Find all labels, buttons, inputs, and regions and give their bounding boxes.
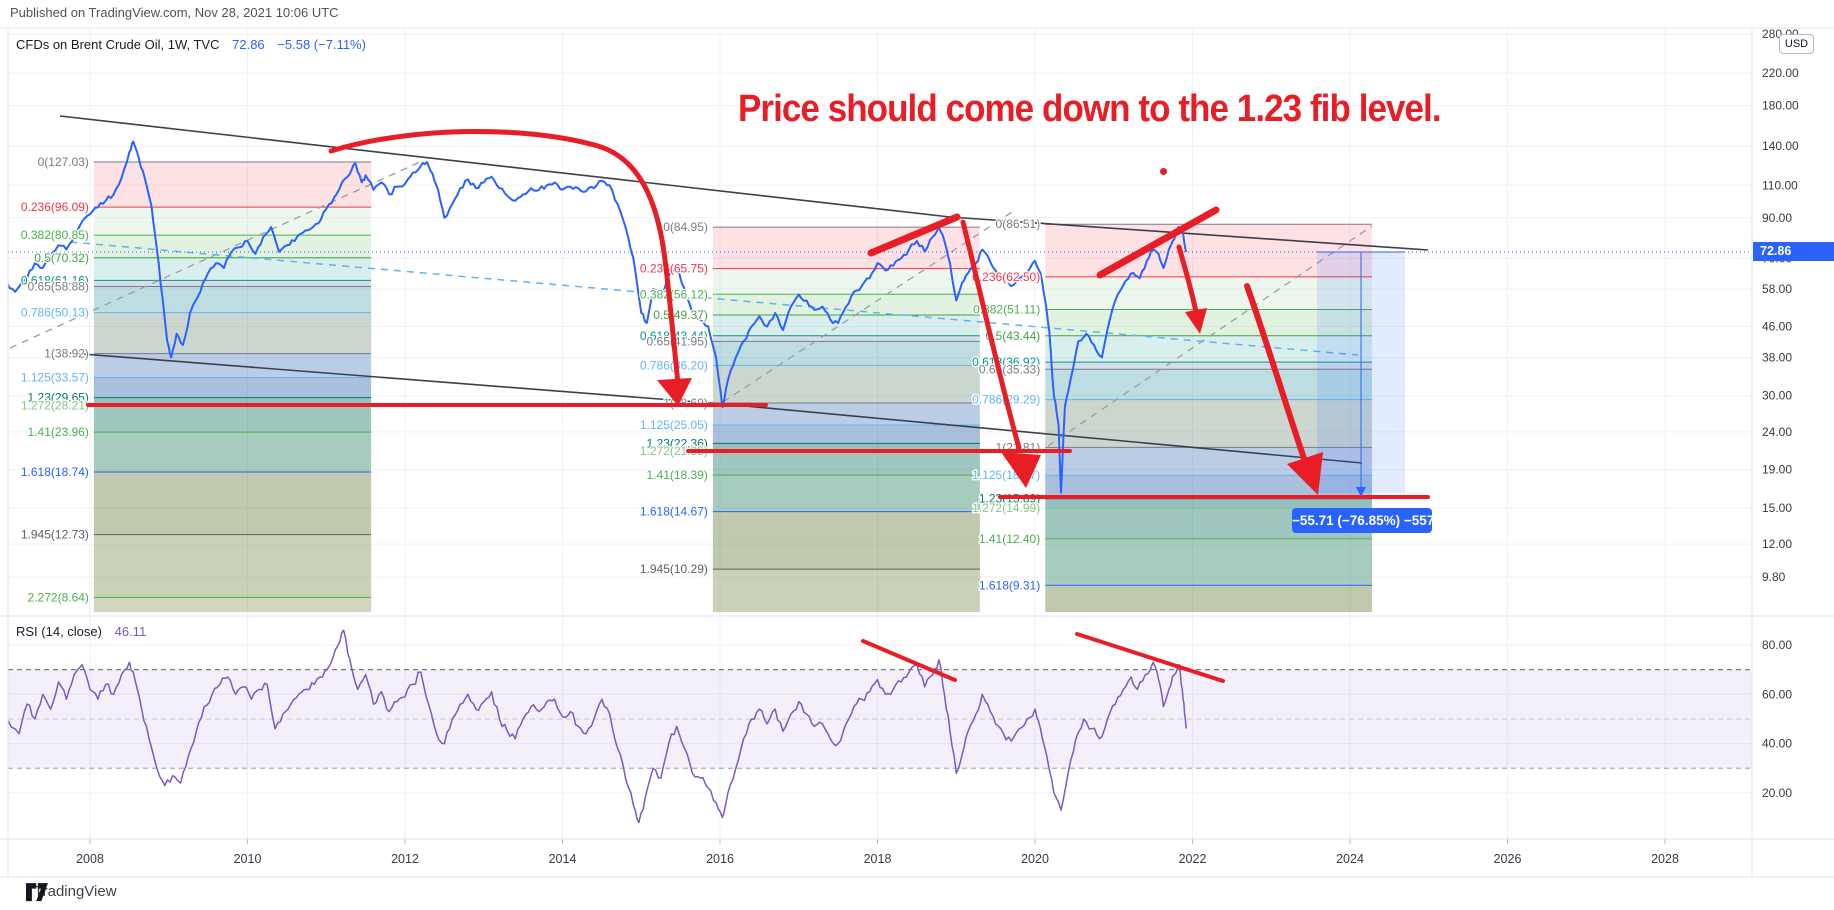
rsi-axis-tick: 40.00: [1762, 737, 1792, 751]
fib-level-label: 1.23(22.36): [647, 436, 708, 450]
footer[interactable]: TradingView: [26, 883, 117, 902]
fib-level-label: 0.786(50.13): [21, 306, 89, 320]
rsi-axis-tick: 80.00: [1762, 638, 1792, 652]
price-axis[interactable]: 280.00220.00180.00140.00110.0090.0070.00…: [1762, 27, 1799, 800]
fib-level-label: 1(28.69): [663, 396, 708, 410]
fib-level-label: 1.945(10.29): [640, 562, 708, 576]
rsi-legend[interactable]: RSI (14, close) 46.11: [16, 624, 146, 639]
fib-2008-2012[interactable]: [93, 161, 372, 612]
pane-frame: [0, 27, 1834, 878]
fib-level-label: 0.65(41.95): [647, 334, 708, 348]
fib-level-label: 1.618(9.31): [979, 578, 1040, 592]
published-text: Published on TradingView.com, Nov 28, 20…: [10, 5, 339, 20]
price-axis-tick: 180.00: [1762, 98, 1799, 112]
fib-level-label: 0.236(96.09): [21, 200, 89, 214]
red-drawings[interactable]: [86, 128, 1430, 499]
fib-level-label: 0.5(70.32): [34, 251, 89, 265]
symbol-legend[interactable]: CFDs on Brent Crude Oil, 1W, TVC 72.86 −…: [16, 37, 366, 52]
fib-level-label: 0.618(61.16): [21, 273, 89, 287]
fib-level-label: 0.618(36.92): [972, 355, 1040, 369]
year-label: 2020: [1021, 852, 1049, 866]
rsi-axis-tick: 60.00: [1762, 687, 1792, 701]
annotation-headline: Price should come down to the 1.23 fib l…: [738, 88, 1442, 130]
fib-level-label: 1.272(28.21): [21, 399, 89, 413]
measure-label[interactable]: −55.71 (−76.85%) −5571: [1292, 508, 1442, 533]
fib-level-label: 1.945(12.73): [21, 528, 89, 542]
fib-level-label: 1.41(18.39): [647, 468, 708, 482]
year-label: 2016: [706, 852, 734, 866]
year-label: 2008: [76, 852, 104, 866]
gridlines: [8, 28, 1752, 839]
price-axis-tick: 9.80: [1762, 570, 1786, 584]
year-label: 2022: [1179, 852, 1207, 866]
fib-level-label: 1.41(23.96): [28, 425, 89, 439]
fib-level-label: 0.382(51.11): [973, 302, 1040, 316]
price-axis-tick: 30.00: [1762, 389, 1792, 403]
price-axis-tick: 58.00: [1762, 282, 1792, 296]
price-axis-tick: 15.00: [1762, 501, 1792, 515]
rsi-band: [8, 669, 1752, 769]
rsi-value: 46.11: [114, 624, 147, 639]
fib-2008-2012-labels: 0(127.03) 0.236(96.09) 0.382(80.85) 0.5(70.…: [20, 154, 91, 606]
fib-2020-2021[interactable]: [1045, 223, 1373, 612]
year-label: 2024: [1336, 852, 1364, 866]
fib-level-label: 1.272(21.35): [640, 444, 708, 458]
year-label: 2010: [234, 852, 262, 866]
rsi-red-trendlines[interactable]: [861, 632, 1225, 683]
fib-level-label: 1.125(25.05): [640, 418, 708, 432]
price-axis-tick: 220.00: [1762, 66, 1799, 80]
measure-annotation[interactable]: [1317, 251, 1405, 497]
fib-level-label: 1.41(12.40): [979, 532, 1040, 546]
fib-level-label: 1.272(14.99): [972, 501, 1040, 515]
rsi-title: RSI (14, close): [16, 624, 102, 639]
fib-level-label: 0.382(80.85): [21, 228, 89, 242]
price-axis-tick: 19.00: [1762, 463, 1792, 477]
annotation-dot: [1160, 168, 1167, 175]
fib-level-label: 1(38.92): [44, 347, 89, 361]
year-label: 2012: [391, 852, 419, 866]
fib-level-label: 1.618(14.67): [640, 505, 708, 519]
price-axis-tick: 46.00: [1762, 320, 1792, 334]
fib-level-label: 0(127.03): [38, 155, 89, 169]
fib-level-label: 1.125(33.57): [21, 371, 89, 385]
year-label: 2028: [1651, 852, 1679, 866]
fib-level-label: 0.5(43.44): [986, 329, 1041, 343]
fib-level-label: 0.236(65.75): [640, 262, 708, 276]
brand-name: TradingView: [34, 883, 117, 900]
year-label: 2018: [864, 852, 892, 866]
fib-level-label: 0.236(62.50): [972, 270, 1040, 284]
symbol-title: CFDs on Brent Crude Oil, 1W, TVC: [16, 37, 220, 52]
fib-level-label: 1.618(18.74): [21, 465, 89, 479]
price-axis-tick: 110.00: [1762, 178, 1798, 192]
price-axis-tick: 38.00: [1762, 350, 1792, 364]
fib-level-label: 0(84.95): [663, 220, 708, 234]
price-axis-tick: 24.00: [1762, 425, 1792, 439]
price-axis-tick: 140.00: [1762, 139, 1799, 153]
fib-level-label: 0.65(58.88): [28, 280, 89, 294]
fib-level-label: 0.382(56.12): [640, 287, 708, 301]
fib-level-label: 0.65(35.33): [979, 362, 1040, 376]
year-label: 2014: [549, 852, 577, 866]
fib-level-label: 1.23(29.65): [28, 391, 89, 405]
price-line[interactable]: [7, 140, 1188, 494]
fib-level-label: 0.5(49.37): [653, 308, 708, 322]
time-axis[interactable]: 2008 2010 2012 2014 2016 2018 2020 2022 2024 2026…: [76, 839, 1679, 866]
current-price-label: 72.86: [1753, 242, 1834, 261]
price-change: −5.58 (−7.11%): [277, 37, 366, 52]
currency-badge[interactable]: USD: [1779, 34, 1814, 54]
fib-2016-2018[interactable]: [712, 226, 980, 612]
last-price: 72.86: [232, 37, 265, 52]
rsi-line[interactable]: [7, 629, 1187, 824]
rsi-axis-tick: 20.00: [1762, 786, 1792, 800]
year-label: 2026: [1494, 852, 1522, 866]
price-axis-tick: 12.00: [1762, 537, 1792, 551]
fib-level-label: 2.272(8.64): [28, 590, 89, 604]
fib-level-label: 0(86.51): [996, 217, 1041, 231]
price-axis-tick: 90.00: [1762, 211, 1792, 225]
